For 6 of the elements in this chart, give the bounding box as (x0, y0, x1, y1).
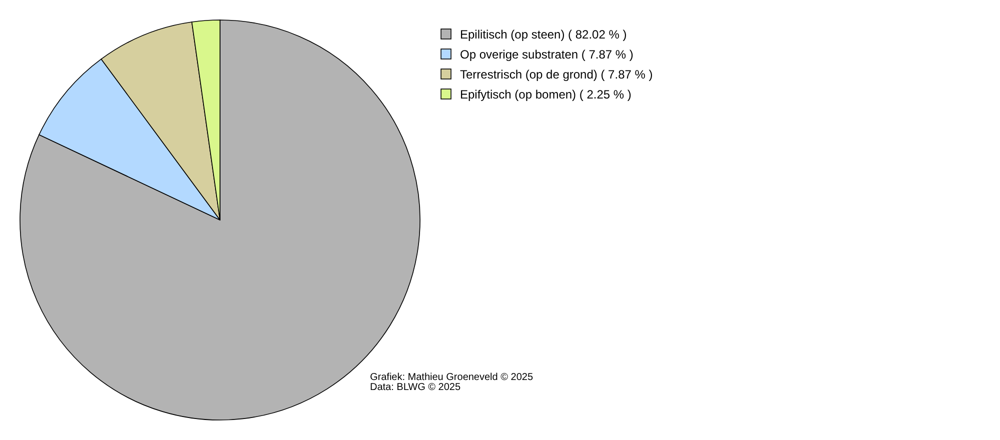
legend-label: Epifytisch (op bomen) ( 2.25 % ) (460, 88, 632, 102)
legend-label: Terrestrisch (op de grond) ( 7.87 % ) (460, 68, 653, 82)
text: Data: BLWG © 2025 (370, 382, 461, 393)
legend-label: Op overige substraten ( 7.87 % ) (460, 48, 634, 62)
text: Grafiek: Mathieu Groeneveld © 2025 (370, 372, 534, 383)
legend-label: Epilitisch (op steen) ( 82.02 % ) (460, 28, 627, 42)
